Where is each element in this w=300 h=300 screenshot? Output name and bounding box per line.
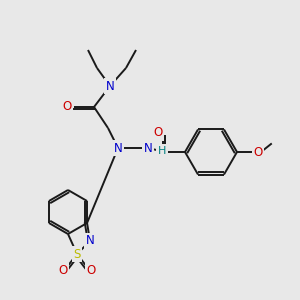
Text: H: H bbox=[158, 146, 166, 156]
Text: N: N bbox=[114, 142, 122, 154]
Text: N: N bbox=[106, 80, 114, 92]
Text: O: O bbox=[153, 127, 163, 140]
Text: S: S bbox=[73, 248, 81, 260]
Text: O: O bbox=[86, 265, 96, 278]
Text: O: O bbox=[254, 146, 262, 158]
Text: O: O bbox=[58, 265, 68, 278]
Text: N: N bbox=[86, 235, 94, 248]
Text: O: O bbox=[62, 100, 72, 113]
Text: N: N bbox=[144, 142, 152, 154]
